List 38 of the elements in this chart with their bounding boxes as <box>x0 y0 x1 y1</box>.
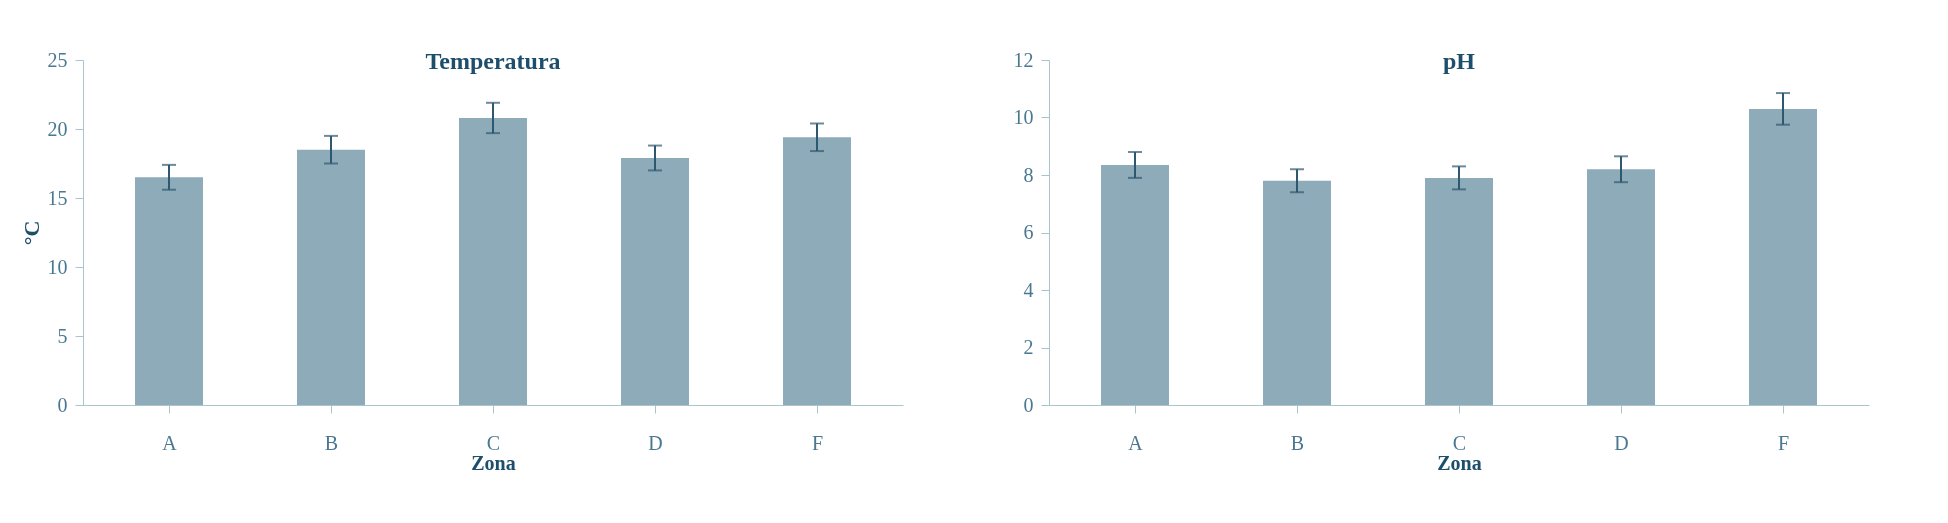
bar <box>1587 169 1655 405</box>
bar <box>621 157 689 405</box>
y-tick-label: 0 <box>57 393 68 416</box>
x-axis-title: Zona <box>471 451 516 474</box>
y-tick-label: 5 <box>57 324 68 347</box>
y-tick-label: 0 <box>1023 393 1034 416</box>
chart-title: Temperatura <box>425 48 561 74</box>
x-tick-label: A <box>1128 431 1144 454</box>
y-tick-label: 4 <box>1023 278 1034 301</box>
y-tick-label: 10 <box>1013 106 1034 128</box>
bar <box>783 137 851 405</box>
bar <box>135 177 203 405</box>
bar <box>459 117 527 405</box>
y-tick-label: 8 <box>1023 163 1034 186</box>
y-tick-label: 20 <box>47 117 68 140</box>
x-tick-label: C <box>486 431 501 454</box>
x-tick-label: D <box>648 431 663 454</box>
x-tick-label: A <box>162 431 178 454</box>
chart-title: pH <box>1442 48 1476 74</box>
bar <box>297 149 365 405</box>
x-tick-label: D <box>1614 431 1629 454</box>
x-tick-label: F <box>811 431 824 454</box>
x-tick-label: C <box>1452 431 1467 454</box>
y-tick-label: 12 <box>1013 48 1034 71</box>
y-tick-label: 25 <box>47 48 68 71</box>
x-tick-label: B <box>1290 431 1305 454</box>
bar <box>1101 164 1169 405</box>
x-axis-title: Zona <box>1437 451 1482 474</box>
bar <box>1263 180 1331 405</box>
y-axis-title: °C <box>18 220 44 246</box>
bar <box>1425 177 1493 405</box>
y-tick-label: 6 <box>1023 221 1034 243</box>
bar <box>1749 108 1817 405</box>
y-tick-label: 10 <box>47 255 68 278</box>
y-tick-label: 2 <box>1023 336 1034 358</box>
x-tick-label: B <box>324 431 339 454</box>
x-tick-label: F <box>1777 431 1790 454</box>
y-tick-label: 15 <box>47 186 68 209</box>
